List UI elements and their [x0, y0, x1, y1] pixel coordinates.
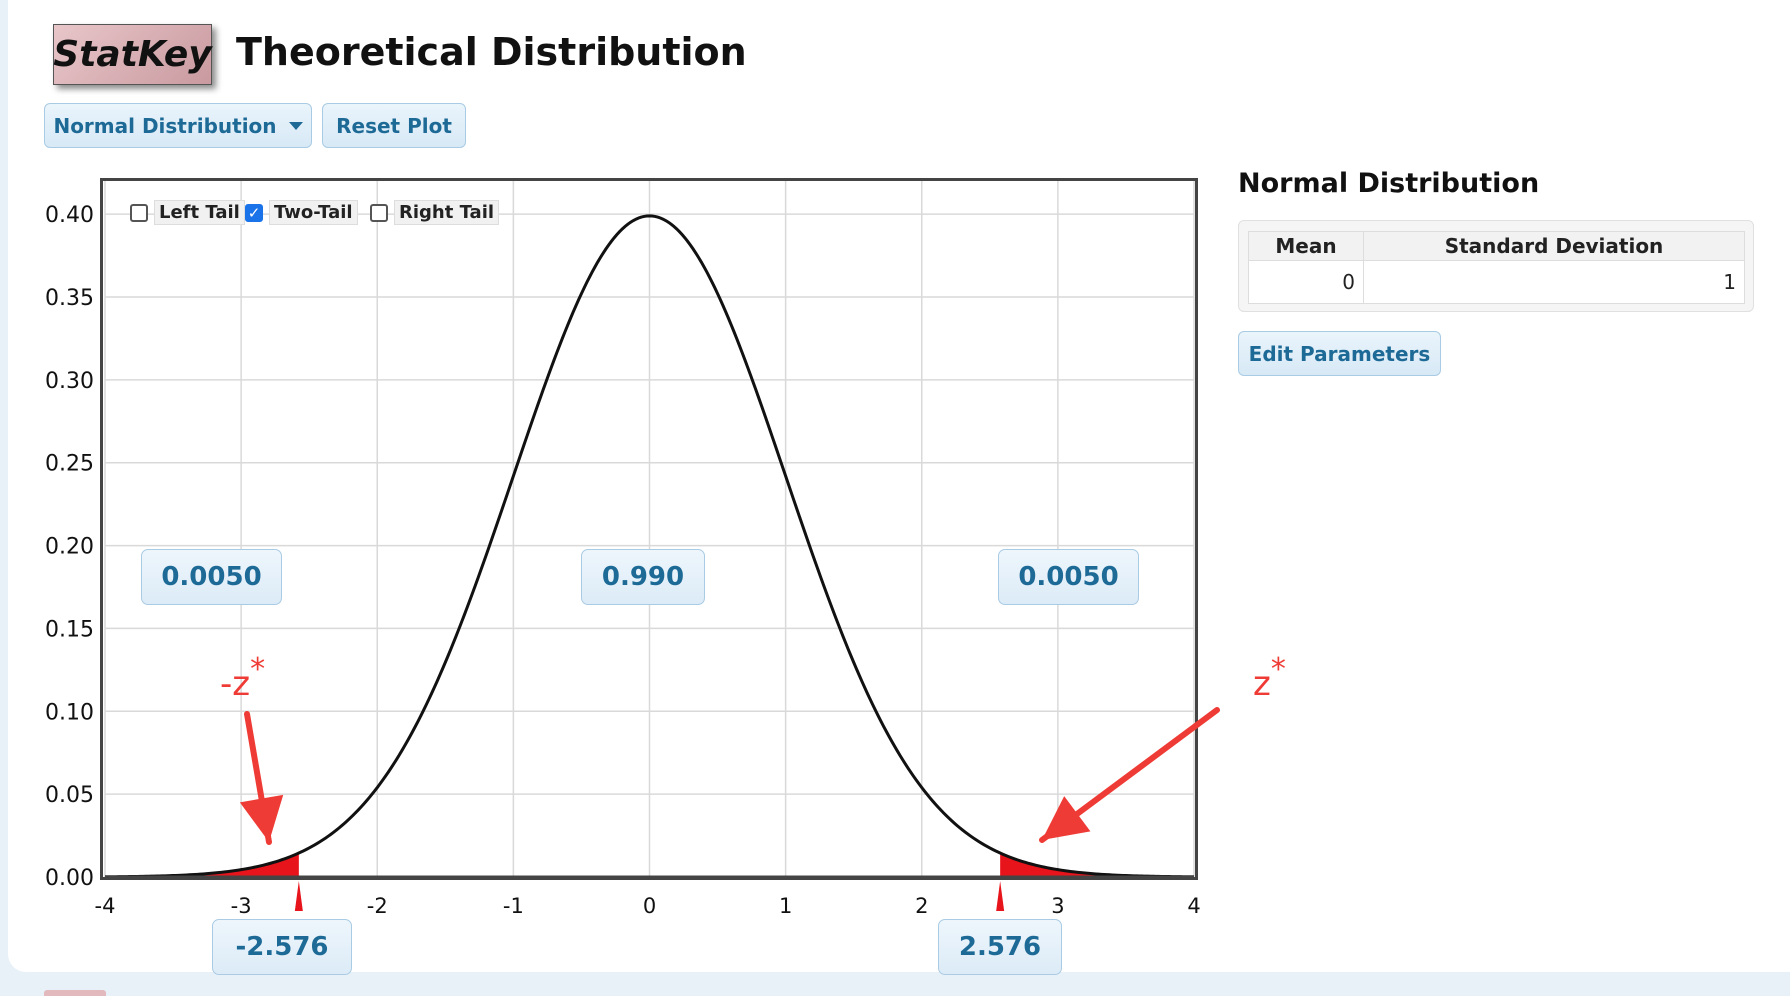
pos-z-text: z	[1253, 664, 1271, 704]
neg-z-arrow-head	[239, 794, 284, 842]
reset-plot-button[interactable]: Reset Plot	[322, 103, 466, 148]
left-tail-label: Left Tail	[154, 200, 245, 225]
right-tail-checkbox[interactable]	[370, 203, 388, 222]
parameters-table: Mean Standard Deviation 0 1	[1248, 231, 1745, 304]
left-tail-shaded-region	[105, 853, 299, 877]
right-tail-shaded-region	[1000, 853, 1194, 877]
density-curve	[104, 214, 1195, 879]
neg-z-star-annotation: -z*	[220, 652, 265, 704]
two-tail-label: Two-Tail	[269, 200, 358, 225]
y-tick-label: 0.35	[45, 286, 94, 311]
neg-z-star: *	[250, 652, 266, 687]
sd-value: 1	[1363, 260, 1745, 304]
mean-value: 0	[1248, 260, 1364, 304]
left-tail-checkbox[interactable]	[130, 203, 148, 222]
left-tail-option[interactable]: Left Tail	[130, 200, 245, 225]
x-tick-label: -1	[503, 894, 524, 918]
x-tick-label: 0	[643, 894, 656, 918]
x-tick-label: -2	[367, 894, 388, 918]
z-star-annotation: z*	[1253, 652, 1286, 704]
sidebar-title: Normal Distribution	[1238, 168, 1540, 199]
y-tick-label: 0.25	[45, 452, 94, 477]
left-tail-area-box[interactable]: 0.0050	[141, 549, 282, 605]
x-tick-label: 1	[779, 894, 792, 918]
caret-down-icon	[288, 121, 303, 130]
x-tick-label: -4	[95, 894, 116, 918]
right-tail-area-box[interactable]: 0.0050	[998, 549, 1139, 605]
y-tick-label: 0.05	[45, 783, 94, 808]
distribution-dropdown[interactable]: Normal Distribution	[44, 103, 312, 148]
two-tail-option[interactable]: ✓ Two-Tail	[245, 200, 358, 225]
right-tail-label: Right Tail	[394, 200, 500, 225]
middle-area-box[interactable]: 0.990	[581, 549, 705, 605]
neg-z-text: -z	[220, 664, 251, 704]
right-cutoff-marker	[996, 881, 1005, 911]
right-tail-option[interactable]: Right Tail	[370, 200, 500, 225]
x-tick-label: 4	[1187, 894, 1200, 918]
distribution-dropdown-label: Normal Distribution	[53, 113, 277, 138]
left-cutoff-box[interactable]: -2.576	[212, 919, 352, 975]
y-tick-label: 0.20	[45, 535, 94, 560]
y-tick-label: 0.00	[45, 866, 94, 891]
x-tick-label: -3	[231, 894, 252, 918]
two-tail-checkbox[interactable]: ✓	[245, 203, 263, 222]
mean-header: Mean	[1248, 231, 1364, 261]
x-tick-label: 3	[1051, 894, 1064, 918]
left-cutoff-marker	[294, 881, 303, 911]
statkey-logo[interactable]: StatKey	[53, 24, 212, 85]
y-tick-label: 0.40	[45, 203, 94, 228]
pos-z-star: *	[1270, 652, 1286, 687]
edit-parameters-button[interactable]: Edit Parameters	[1238, 331, 1441, 376]
x-tick-label: 2	[915, 894, 928, 918]
y-tick-label: 0.10	[45, 700, 94, 725]
y-tick-label: 0.15	[45, 617, 94, 642]
footer-logo	[44, 990, 106, 996]
page-title: Theoretical Distribution	[236, 30, 747, 74]
z-arrow-head	[1042, 796, 1091, 840]
right-cutoff-box[interactable]: 2.576	[938, 919, 1062, 975]
logo-text: StatKey	[53, 34, 212, 75]
footer-bar	[0, 972, 1790, 996]
y-tick-label: 0.30	[45, 369, 94, 394]
